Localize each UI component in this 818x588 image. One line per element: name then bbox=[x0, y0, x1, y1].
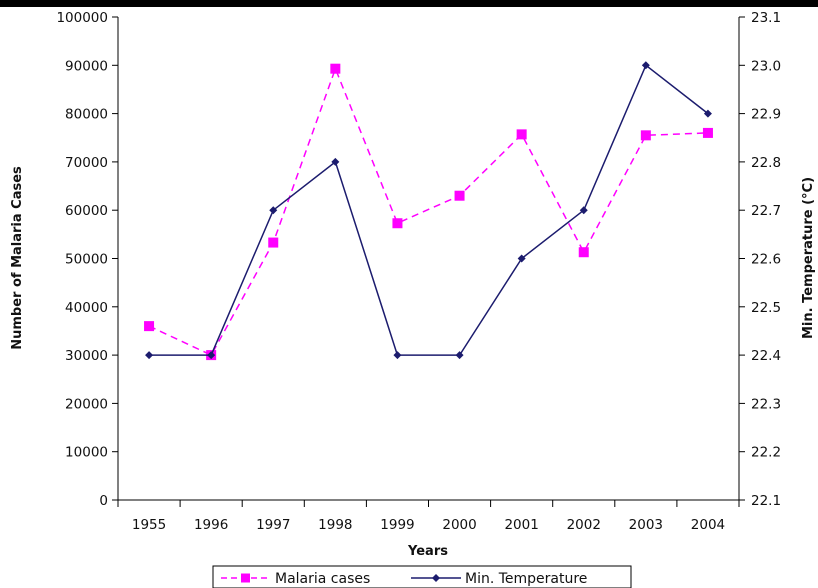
left-tick-label: 100000 bbox=[56, 10, 108, 26]
data-point-min-temperature bbox=[331, 157, 340, 166]
data-point-malaria-cases bbox=[578, 247, 589, 258]
data-point-min-temperature bbox=[641, 61, 650, 70]
x-tick-label: 1999 bbox=[380, 517, 414, 533]
right-tick-label: 22.7 bbox=[751, 203, 781, 219]
right-tick-label: 22.9 bbox=[751, 107, 781, 123]
legend: Malaria cases Min. Temperature bbox=[212, 565, 632, 588]
data-point-malaria-cases bbox=[268, 237, 279, 248]
x-tick-label: 2001 bbox=[504, 517, 538, 533]
x-tick-label: 1998 bbox=[318, 517, 352, 533]
left-tick-label: 90000 bbox=[65, 58, 108, 74]
data-point-malaria-cases bbox=[702, 127, 713, 138]
left-tick-label: 50000 bbox=[65, 252, 108, 268]
legend-label-temperature: Min. Temperature bbox=[465, 571, 587, 587]
data-point-min-temperature bbox=[269, 206, 278, 215]
data-point-malaria-cases bbox=[392, 218, 403, 229]
left-tick-label: 70000 bbox=[65, 155, 108, 171]
data-point-min-temperature bbox=[207, 351, 216, 360]
x-tick-label: 1997 bbox=[256, 517, 290, 533]
legend-label-malaria: Malaria cases bbox=[275, 571, 370, 587]
right-tick-label: 22.6 bbox=[751, 252, 781, 268]
legend-marker-temperature bbox=[432, 574, 440, 582]
x-tick-label: 2004 bbox=[691, 517, 725, 533]
data-point-min-temperature bbox=[455, 351, 464, 360]
left-tick-label: 30000 bbox=[65, 348, 108, 364]
data-point-malaria-cases bbox=[516, 129, 527, 140]
left-tick-label: 0 bbox=[99, 493, 108, 509]
left-tick-label: 10000 bbox=[65, 445, 108, 461]
x-axis-title: Years bbox=[407, 544, 448, 559]
data-point-min-temperature bbox=[517, 254, 526, 263]
x-tick-label: 1996 bbox=[194, 517, 228, 533]
data-point-min-temperature bbox=[703, 109, 712, 118]
data-point-malaria-cases bbox=[330, 63, 341, 74]
legend-marker-malaria bbox=[241, 573, 250, 583]
left-tick-label: 60000 bbox=[65, 203, 108, 219]
right-tick-label: 22.3 bbox=[751, 396, 781, 412]
right-tick-label: 23.1 bbox=[751, 10, 781, 26]
top-border bbox=[0, 0, 818, 7]
right-tick-label: 22.2 bbox=[751, 445, 781, 461]
y2-axis-title: Min. Temperature (°C) bbox=[801, 177, 816, 339]
data-point-min-temperature bbox=[579, 206, 588, 215]
right-tick-label: 23.0 bbox=[751, 58, 781, 74]
right-tick-label: 22.8 bbox=[751, 155, 781, 171]
data-point-min-temperature bbox=[393, 351, 402, 360]
x-tick-label: 2002 bbox=[567, 517, 601, 533]
x-tick-label: 2000 bbox=[442, 517, 476, 533]
data-point-malaria-cases bbox=[454, 190, 465, 201]
x-tick-label: 2003 bbox=[629, 517, 663, 533]
x-tick-labels: 1955 1996 1997 1998 1999 2000 2001 2002 2003 2004 bbox=[132, 517, 725, 533]
right-tick-labels: 22.1 22.2 22.3 22.4 22.5 22.6 22.7 22.8 22.9 23.0… bbox=[751, 10, 781, 509]
series-line-min-temperature bbox=[149, 64, 709, 356]
series-layer bbox=[144, 61, 713, 361]
data-point-malaria-cases bbox=[144, 321, 155, 332]
left-tick-labels: 0 10000 20000 30000 40000 50000 60000 70000 8000… bbox=[56, 10, 108, 509]
right-tick-label: 22.4 bbox=[751, 348, 781, 364]
data-point-min-temperature bbox=[145, 351, 154, 360]
right-tick-label: 22.5 bbox=[751, 300, 781, 316]
x-tick-label: 1955 bbox=[132, 517, 166, 533]
left-tick-label: 20000 bbox=[65, 396, 108, 412]
left-tick-label: 80000 bbox=[65, 107, 108, 123]
axes bbox=[112, 16, 745, 507]
left-tick-label: 40000 bbox=[65, 300, 108, 316]
series-line-malaria-cases bbox=[148, 66, 709, 357]
right-tick-label: 22.1 bbox=[751, 493, 781, 509]
y-axis-title: Number of Malaria Cases bbox=[10, 166, 25, 350]
data-point-malaria-cases bbox=[640, 130, 651, 141]
legend-box bbox=[212, 565, 632, 588]
